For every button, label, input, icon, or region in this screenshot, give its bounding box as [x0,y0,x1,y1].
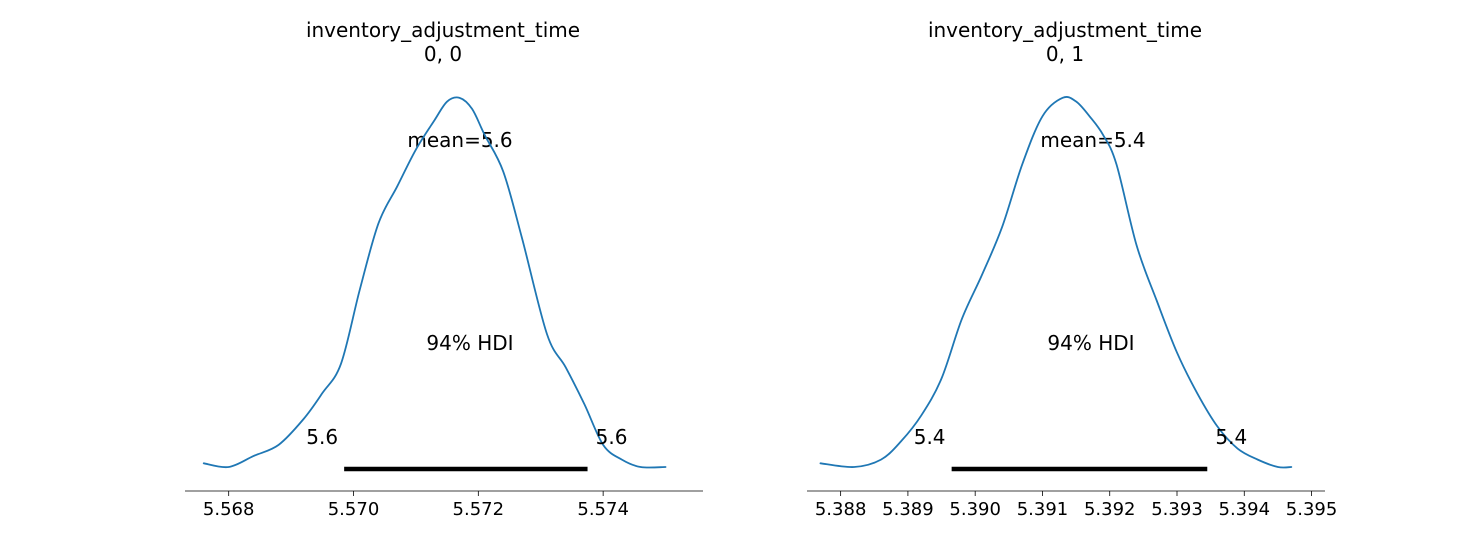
x-tick-label: 5.388 [815,499,867,520]
x-tick-label: 5.392 [1084,499,1136,520]
x-tick-label: 5.395 [1286,499,1338,520]
x-tick-label: 5.390 [949,499,1001,520]
kde-density-line [202,96,667,469]
x-tick-label: 5.572 [453,499,505,520]
hdi-low-label: 5.4 [914,425,946,449]
hdi-high-label: 5.4 [1215,425,1247,449]
hdi-label: 94% HDI [426,331,513,355]
mean-label: mean=5.4 [1040,128,1145,152]
panel-title: inventory_adjustment_time [306,18,580,42]
hdi-label: 94% HDI [1047,331,1134,355]
posterior-panel-0-1: inventory_adjustment_time 0, 1 mean=5.4 … [807,18,1337,520]
x-tick-label: 5.389 [882,499,934,520]
panel-subtitle: 0, 1 [1046,42,1084,66]
x-tick-label: 5.570 [328,499,380,520]
hdi-low-label: 5.6 [306,425,338,449]
kde-density-line [819,96,1293,469]
x-tick-label: 5.394 [1219,499,1271,520]
posterior-panel-0-0: inventory_adjustment_time 0, 0 mean=5.6 … [185,18,703,520]
x-tick-label: 5.393 [1151,499,1203,520]
x-tick-label: 5.391 [1017,499,1069,520]
panel-subtitle: 0, 0 [424,42,462,66]
x-tick-label: 5.568 [203,499,255,520]
x-tick-label: 5.574 [577,499,629,520]
panel-title: inventory_adjustment_time [928,18,1202,42]
hdi-high-label: 5.6 [596,425,628,449]
mean-label: mean=5.6 [407,128,512,152]
